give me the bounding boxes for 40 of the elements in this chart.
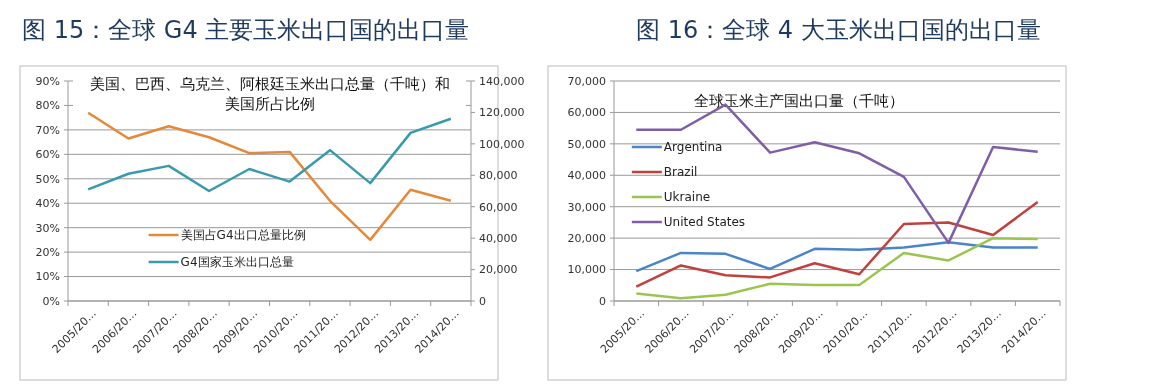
chart-title: 图 16：全球 4 大玉米出口国的出口量 [636,16,1041,44]
y2-tick-label: 80,000 [479,169,518,183]
y2-tick-label: 140,000 [479,74,525,88]
chart-title: 图 15：全球 G4 主要玉米出口国的出口量 [22,16,470,44]
line-series [635,200,1039,288]
y-tick-label: 60,000 [567,106,606,120]
legend-label: Brazil [663,165,698,180]
legend-label: Argentina [663,140,723,155]
legend-label: G4国家玉米出口总量 [180,255,294,270]
line-series [86,117,453,193]
line-series [635,236,1039,300]
y-tick-label: 40,000 [567,169,606,183]
y-tick-label: 50% [35,172,60,186]
y-tick-label: 70,000 [567,74,606,88]
y2-tick-label: 0 [479,294,486,308]
legend-label: 美国占G4出口总量比例 [180,228,306,243]
y2-tick-label: 120,000 [479,106,525,120]
y-tick-label: 20,000 [567,231,606,245]
y-tick-label: 10% [35,270,60,284]
line-series [86,111,453,242]
y-tick-label: 0 [599,294,606,308]
y2-tick-label: 40,000 [479,231,518,245]
y-tick-label: 10,000 [567,263,606,277]
y-tick-label: 90% [35,74,60,88]
y-tick-label: 0% [42,294,60,308]
y-tick-label: 70% [35,123,60,137]
y-tick-label: 50,000 [567,137,606,151]
y-tick-label: 30,000 [567,200,606,214]
y2-tick-label: 20,000 [479,263,518,277]
legend-label: United States [663,215,746,230]
y2-tick-label: 100,000 [479,137,525,151]
chart-subtitle: 美国、巴西、乌克兰、阿根廷玉米出口总量（千吨）和美国所占比例 [89,75,450,113]
y-tick-label: 20% [35,245,60,259]
y-tick-label: 30% [35,221,60,235]
y-tick-label: 80% [35,99,60,113]
y-tick-label: 40% [35,197,60,211]
line-series [635,240,1039,273]
y-tick-label: 60% [35,148,60,162]
y2-tick-label: 60,000 [479,200,518,214]
legend-label: Ukraine [663,190,711,205]
